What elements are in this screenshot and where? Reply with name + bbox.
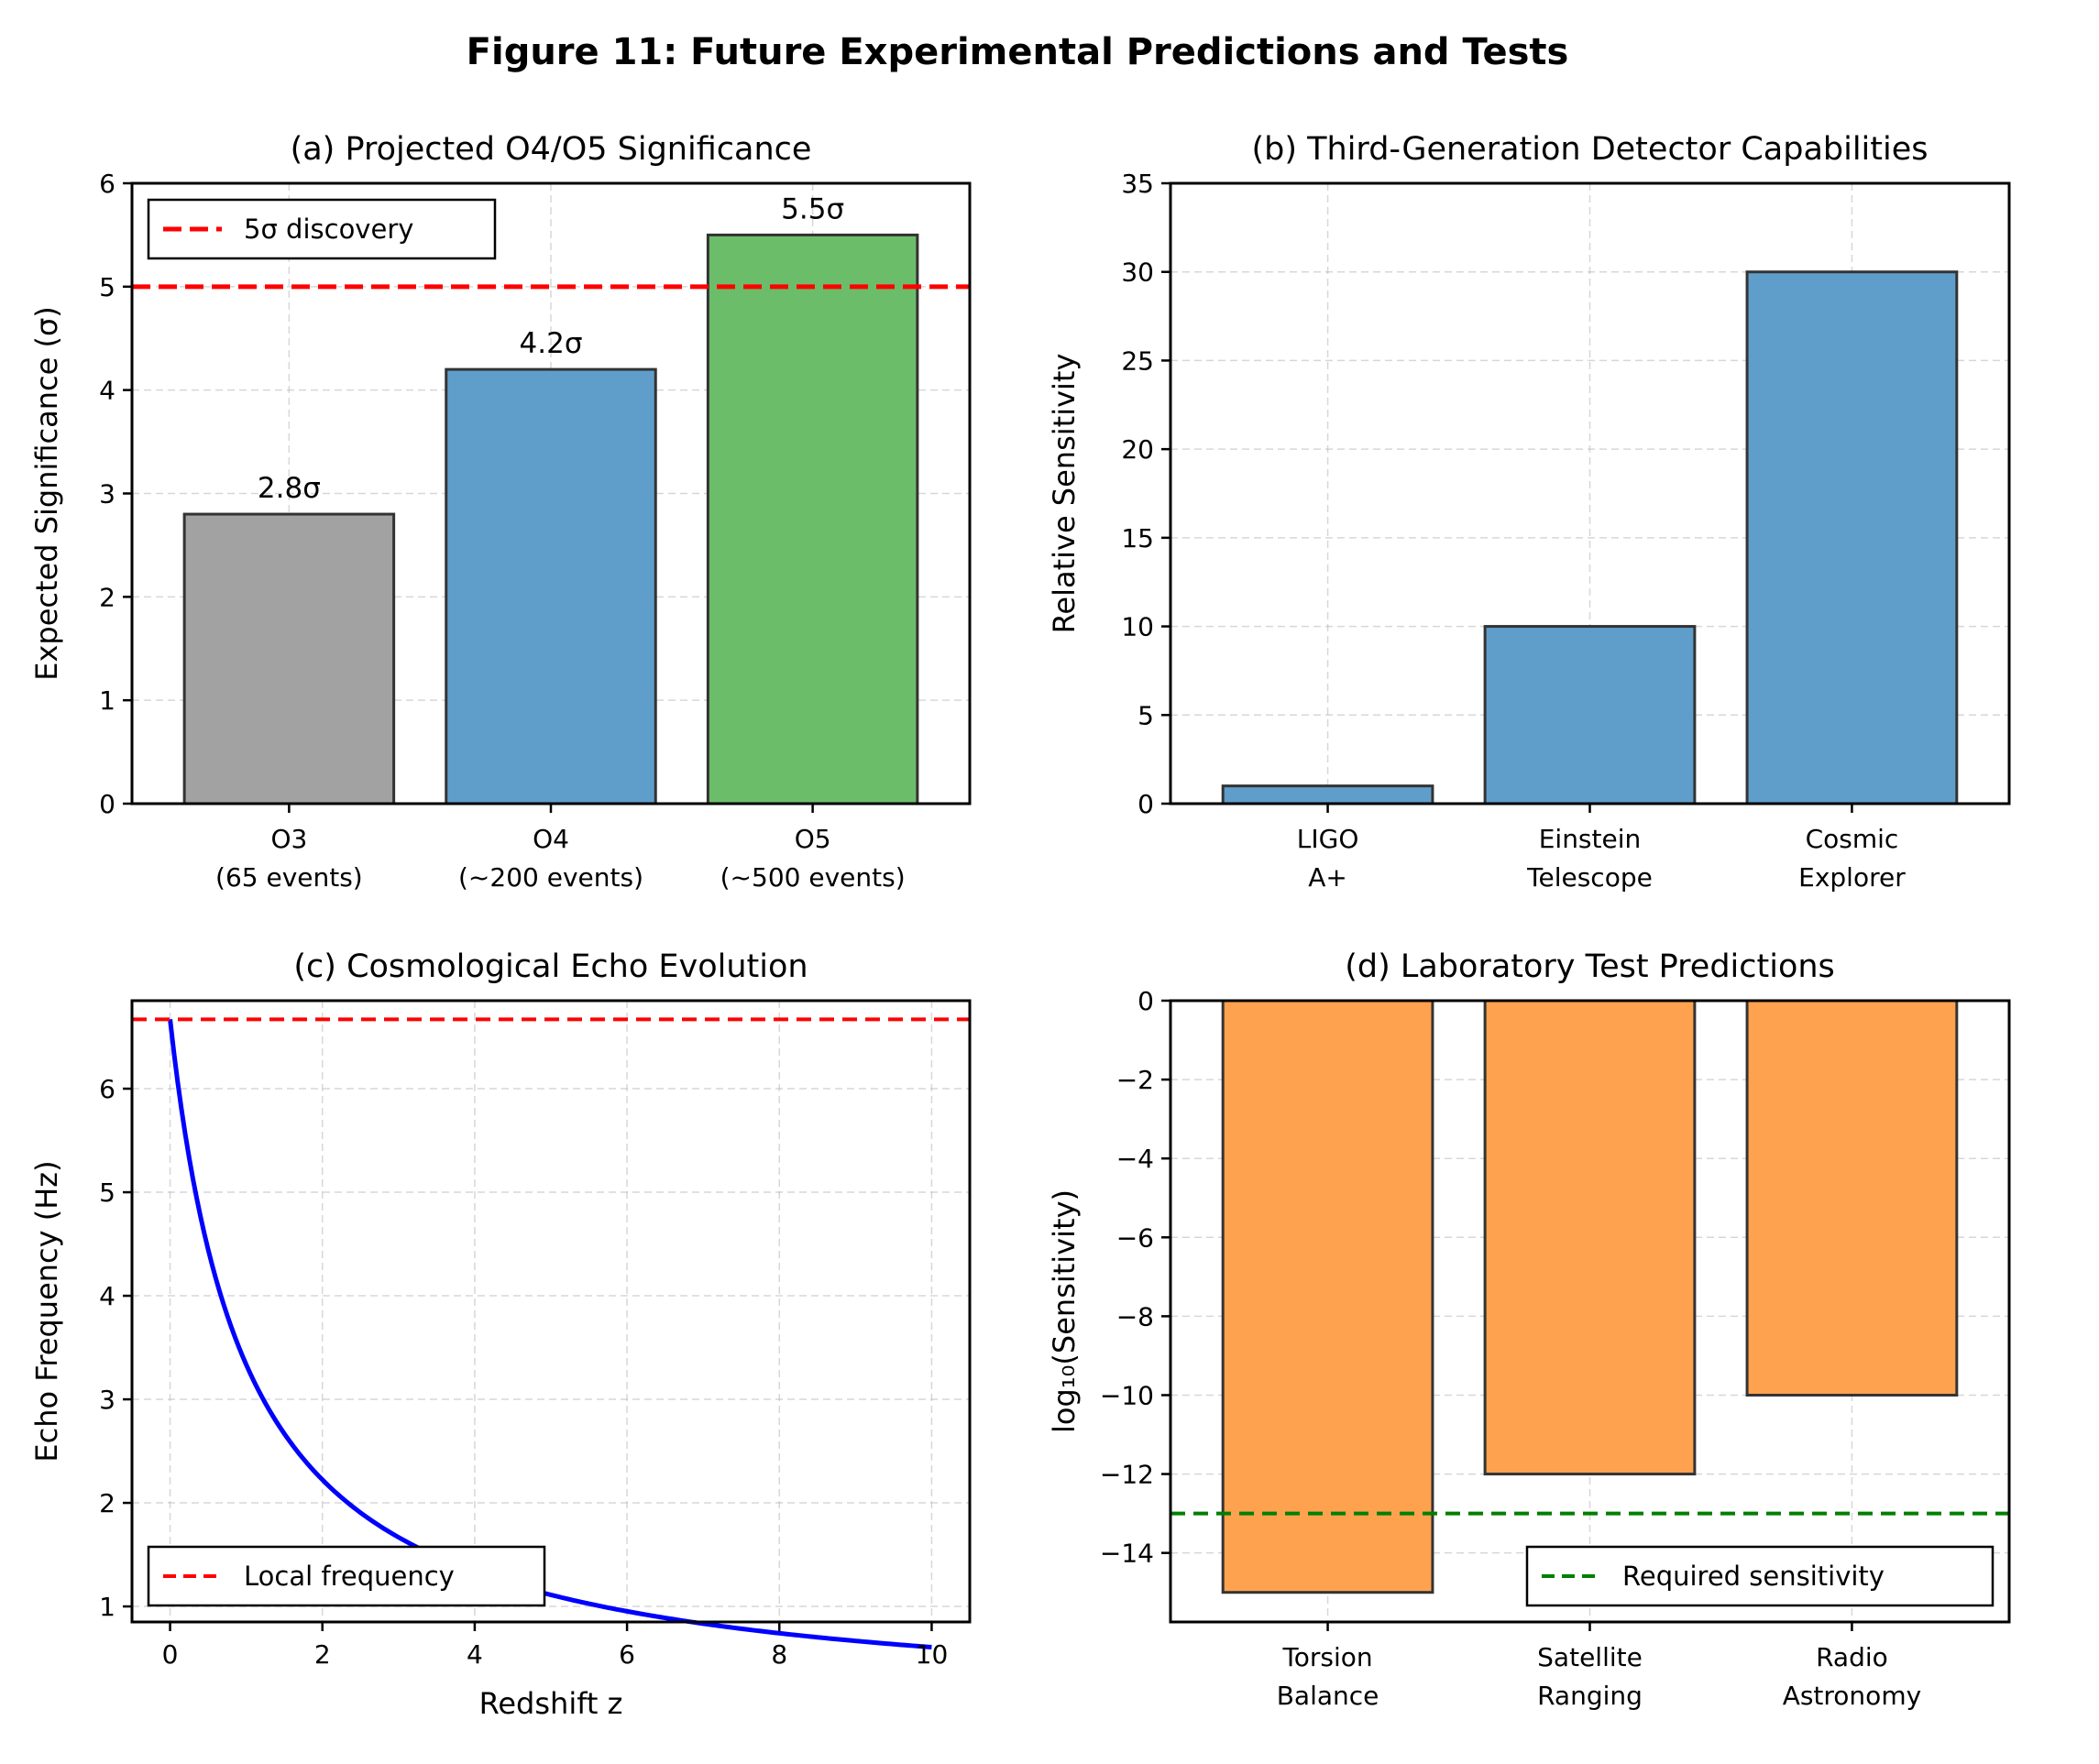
y-tick-label: −6 xyxy=(1116,1222,1154,1253)
y-tick-label: 5 xyxy=(1137,700,1154,730)
panel-title: (d) Laboratory Test Predictions xyxy=(1345,948,1835,985)
y-tick-label: 4 xyxy=(99,376,115,406)
legend: 5σ discovery xyxy=(147,198,497,260)
data-label: 5.5σ xyxy=(781,192,844,225)
y-tick-label: 2 xyxy=(99,582,115,612)
y-tick-label: 6 xyxy=(99,1074,115,1104)
legend-label: 5σ discovery xyxy=(244,214,413,245)
x-tick-label: 10 xyxy=(916,1639,949,1670)
x-tick-label: 6 xyxy=(619,1639,635,1670)
legend-label: Local frequency xyxy=(244,1561,455,1592)
panel-title: (a) Projected O4/O5 Significance xyxy=(291,131,812,168)
y-axis-label: Relative Sensitivity xyxy=(1047,354,1082,634)
y-axis-label: log₁₀(Sensitivity) xyxy=(1047,1189,1082,1433)
y-tick-label: −10 xyxy=(1100,1380,1154,1410)
bar-d-0 xyxy=(1221,999,1434,1594)
x-tick-label: O4 (~200 events) xyxy=(458,824,643,893)
legend: Required sensitivity xyxy=(1525,1545,1995,1607)
x-tick-label: 2 xyxy=(314,1639,331,1670)
bar-b-2 xyxy=(1745,270,1959,805)
y-tick-label: 2 xyxy=(99,1488,115,1518)
legend-box xyxy=(1525,1545,1995,1607)
bar-d-1 xyxy=(1483,999,1697,1476)
y-tick-label: 3 xyxy=(99,479,115,509)
panel-title: (c) Cosmological Echo Evolution xyxy=(293,948,808,985)
y-tick-label: 3 xyxy=(99,1385,115,1415)
grid xyxy=(132,1001,970,1622)
legend-box xyxy=(147,198,497,260)
y-tick-label: 6 xyxy=(99,169,115,199)
y-tick-label: 25 xyxy=(1121,345,1154,376)
x-axis-label: Redshift z xyxy=(479,1686,623,1721)
y-tick-label: 0 xyxy=(1137,789,1154,819)
y-tick-label: 10 xyxy=(1121,612,1154,642)
figure-title: Figure 11: Future Experimental Predictio… xyxy=(467,31,1569,73)
y-tick-label: 30 xyxy=(1121,257,1154,288)
panel-d: 0 −2 −4 −6 −8 −10 −12 −14 Torsion Balance Satellit… xyxy=(1047,948,2011,1711)
y-tick-label: −4 xyxy=(1116,1144,1154,1174)
data-label: 2.8σ xyxy=(258,472,321,505)
panel-a: 2.8σ 4.2σ 5.5σ 0 1 2 3 4 5 6 O3 (65 events) O4 (~200 … xyxy=(29,131,972,893)
y-tick-label: 5 xyxy=(99,272,115,302)
y-tick-label: −8 xyxy=(1116,1301,1154,1331)
x-tick-label: Radio Astronomy xyxy=(1783,1642,1921,1711)
legend-label: Required sensitivity xyxy=(1622,1561,1885,1592)
y-axis-label: Expected Significance (σ) xyxy=(29,306,64,681)
y-tick-label: 5 xyxy=(99,1178,115,1208)
bar-a-2 xyxy=(706,233,919,805)
y-tick-label: −2 xyxy=(1116,1065,1154,1095)
y-tick-label: 1 xyxy=(99,1592,115,1622)
axes-frame xyxy=(130,999,972,1624)
y-tick-label: 20 xyxy=(1121,434,1154,465)
x-tick-label: O5 (~500 events) xyxy=(720,824,906,893)
series-line xyxy=(168,1019,932,1650)
x-tick-label: 0 xyxy=(162,1639,179,1670)
y-tick-label: −14 xyxy=(1100,1539,1154,1569)
data-label: 4.2σ xyxy=(520,327,583,360)
bar-b-1 xyxy=(1483,625,1697,805)
x-tick-label: 8 xyxy=(771,1639,787,1670)
legend: Local frequency xyxy=(147,1545,546,1607)
y-tick-label: 0 xyxy=(99,789,115,819)
y-tick-label: 15 xyxy=(1121,523,1154,553)
bar-d-2 xyxy=(1745,999,1959,1397)
bar-a-0 xyxy=(182,512,396,805)
y-tick-label: −12 xyxy=(1100,1460,1154,1490)
x-tick-label: LIGO A+ xyxy=(1297,824,1359,893)
panel-c: 1 2 3 4 5 6 0 2 4 6 8 10 (c) Cosmological Echo Evolu… xyxy=(29,948,972,1721)
y-tick-label: 0 xyxy=(1137,986,1154,1016)
x-tick-label: Einstein Telescope xyxy=(1526,824,1653,893)
bar-a-1 xyxy=(445,367,657,805)
panel-b: 0 5 10 15 20 25 30 35 LIGO A+ Einstein Telescope Cos… xyxy=(1047,131,2011,893)
y-tick-label: 1 xyxy=(99,685,115,716)
x-tick-label: 4 xyxy=(467,1639,483,1670)
panel-title: (b) Third-Generation Detector Capabiliti… xyxy=(1251,131,1928,168)
x-tick-label: Satellite Ranging xyxy=(1537,1642,1643,1711)
x-tick-label: Torsion Balance xyxy=(1277,1642,1379,1711)
y-tick-label: 35 xyxy=(1121,169,1154,199)
x-tick-label: O3 (65 events) xyxy=(215,824,363,893)
x-tick-label: Cosmic Explorer xyxy=(1798,824,1906,893)
y-axis-label: Echo Frequency (Hz) xyxy=(29,1160,64,1462)
bar-b-0 xyxy=(1221,784,1434,805)
y-tick-label: 4 xyxy=(99,1281,115,1311)
